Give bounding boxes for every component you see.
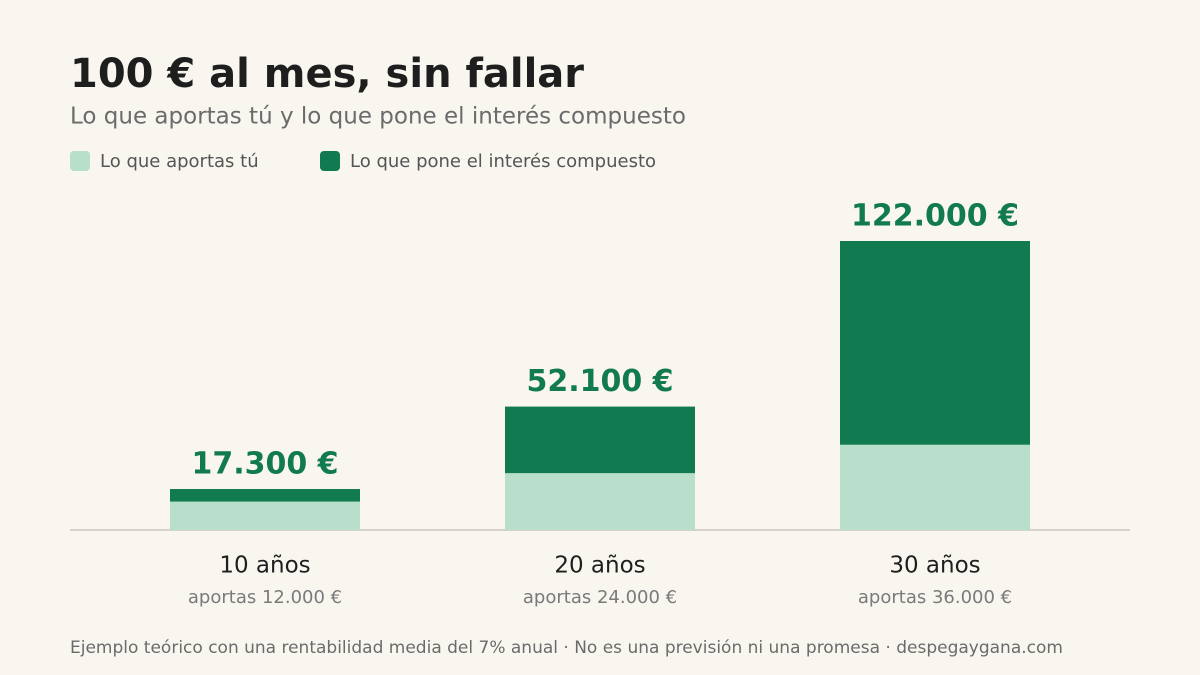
legend-label: Lo que aportas tú: [100, 151, 259, 172]
bar-segment: [170, 489, 360, 502]
footnote: Ejemplo teórico con una rentabilidad med…: [70, 638, 1063, 658]
x-sublabel: aportas 12.000 €: [188, 587, 342, 608]
bar-segment: [840, 444, 1030, 530]
chart-subtitle: Lo que aportas tú y lo que pone el inter…: [70, 104, 686, 130]
legend-label: Lo que pone el interés compuesto: [350, 151, 656, 172]
x-tick-label: 20 años: [554, 553, 645, 579]
x-sublabel: aportas 24.000 €: [523, 587, 677, 608]
legend-swatch: [320, 151, 340, 171]
bar-segment: [505, 473, 695, 530]
total-label: 17.300 €: [191, 447, 338, 482]
bar-segment: [505, 406, 695, 474]
x-sublabel: aportas 36.000 €: [858, 587, 1012, 608]
x-tick-label: 30 años: [889, 553, 980, 579]
bar-segment: [840, 241, 1030, 445]
total-label: 122.000 €: [851, 199, 1019, 234]
legend-swatch: [70, 151, 90, 171]
chart-title: 100 € al mes, sin fallar: [70, 51, 584, 97]
x-tick-label: 10 años: [219, 553, 310, 579]
total-label: 52.100 €: [526, 364, 673, 399]
bar-segment: [170, 501, 360, 530]
